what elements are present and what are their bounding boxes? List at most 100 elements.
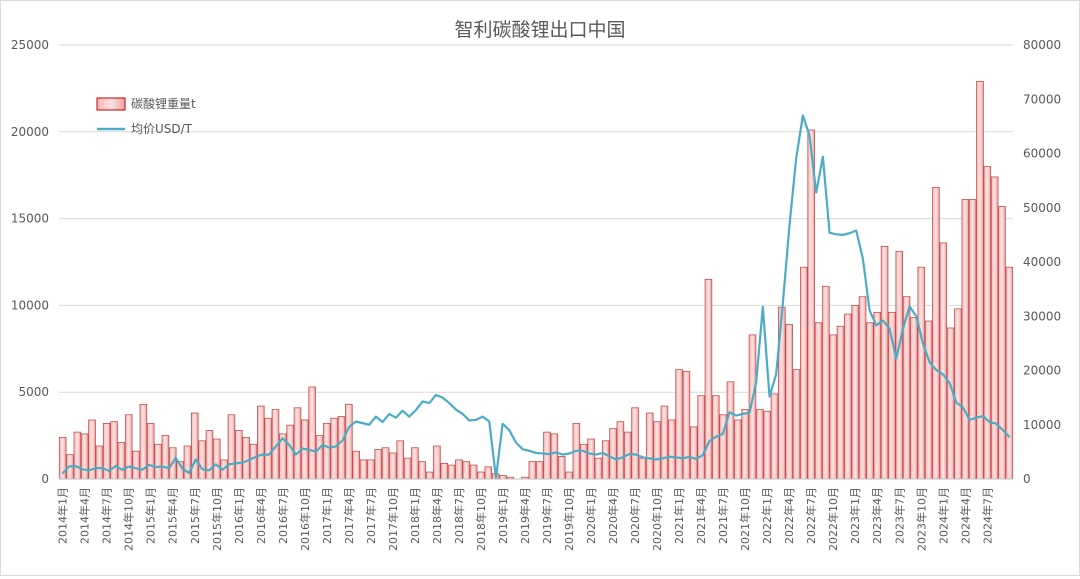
x-tick-label: 2021年7月 (716, 487, 730, 544)
x-tick-label: 2022年1月 (760, 487, 774, 544)
bar (565, 471, 573, 480)
x-tick-label: 2019年1月 (496, 487, 510, 544)
x-tick-label: 2024年1月 (936, 487, 950, 544)
bar (154, 443, 162, 480)
x-tick-label: 2016年7月 (276, 487, 290, 544)
bar (756, 409, 764, 480)
bar (440, 462, 449, 480)
bar (403, 457, 412, 480)
bar (924, 320, 933, 480)
x-tick-label: 2024年4月 (958, 487, 972, 544)
x-tick-label: 2023年1月 (848, 487, 862, 544)
bar (425, 471, 434, 480)
y-left-tick-label: 20000 (11, 125, 49, 139)
x-tick-label: 2016年4月 (254, 487, 268, 544)
x-tick-label: 2023年4月 (870, 487, 884, 544)
x-tick-label: 2017年1月 (320, 487, 334, 544)
bar (792, 369, 801, 480)
x-tick-label: 2020年1月 (584, 487, 598, 544)
bar (367, 459, 375, 480)
bar (763, 410, 771, 480)
bar (205, 429, 214, 480)
bar (587, 438, 595, 480)
y-right-tick-label: 0 (1023, 472, 1031, 486)
bar (880, 245, 889, 480)
bar (381, 447, 390, 480)
x-tick-label: 2015年7月 (188, 487, 202, 544)
bar (535, 461, 544, 480)
bar (594, 457, 603, 480)
x-tick-label: 2019年4月 (518, 487, 532, 544)
bar (132, 450, 140, 480)
bar (146, 423, 155, 480)
bar (235, 429, 243, 480)
x-tick-label: 2020年10月 (650, 487, 664, 551)
bar (330, 417, 338, 480)
bar (785, 324, 793, 480)
bar (961, 199, 970, 480)
bar (161, 435, 170, 480)
bar (242, 436, 250, 480)
x-tick-label: 2019年10月 (562, 487, 576, 551)
bar (389, 452, 397, 480)
bar (499, 475, 507, 480)
bar (851, 304, 859, 480)
bar (213, 438, 221, 480)
bar (660, 405, 669, 480)
y-right-tick-label: 70000 (1023, 92, 1061, 106)
y-left-tick-label: 10000 (11, 298, 49, 312)
x-tick-label: 2018年1月 (408, 487, 422, 544)
bar (667, 419, 676, 480)
bar (447, 464, 456, 480)
bar (998, 206, 1006, 480)
bar (543, 431, 551, 480)
bar (418, 461, 427, 480)
x-tick-label: 2023年10月 (914, 487, 928, 551)
x-tick-label: 2017年10月 (386, 487, 400, 551)
bar (814, 322, 823, 480)
x-tick-label: 2022年10月 (826, 487, 840, 551)
bar (396, 440, 405, 480)
x-tick-label: 2017年4月 (342, 487, 356, 544)
y-right-tick-label: 30000 (1023, 309, 1061, 323)
bar (616, 421, 625, 480)
y-right-tick-label: 50000 (1023, 201, 1061, 215)
bar (726, 381, 735, 480)
bar (80, 433, 89, 480)
bar (433, 445, 441, 480)
x-tick-label: 2021年10月 (738, 487, 752, 551)
bar (836, 325, 845, 480)
bar (124, 414, 133, 480)
bar (190, 412, 199, 480)
x-tick-label: 2018年7月 (452, 487, 466, 544)
bar (631, 407, 639, 480)
bar (337, 416, 346, 480)
bar (976, 81, 984, 480)
x-tick-label: 2022年4月 (782, 487, 796, 544)
y-right-tick-label: 10000 (1023, 418, 1061, 432)
bar (690, 426, 698, 480)
x-tick-label: 2014年4月 (78, 487, 92, 544)
x-tick-label: 2016年1月 (232, 487, 246, 544)
bar (741, 409, 749, 480)
bar (638, 457, 647, 480)
bar (807, 129, 815, 480)
chart-title: 智利碳酸锂出口中国 (454, 19, 625, 41)
bar (323, 423, 331, 480)
bar (257, 405, 265, 480)
y-left-tick-label: 5000 (18, 385, 49, 399)
price-line (61, 114, 1011, 480)
bar (484, 466, 493, 480)
x-tick-label: 2018年10月 (474, 487, 488, 551)
y-right-tick-label: 40000 (1023, 255, 1061, 269)
x-tick-label: 2019年7月 (540, 487, 554, 544)
y-right-tick-label: 80000 (1023, 38, 1061, 52)
bar (653, 421, 661, 480)
legend-label-line: 均价USD/T (131, 122, 193, 136)
bar (315, 435, 324, 480)
bar (609, 428, 617, 480)
x-tick-label: 2015年4月 (166, 487, 180, 544)
legend: 碳酸锂重量t 均价USD/T (96, 96, 196, 136)
bar (645, 412, 654, 480)
